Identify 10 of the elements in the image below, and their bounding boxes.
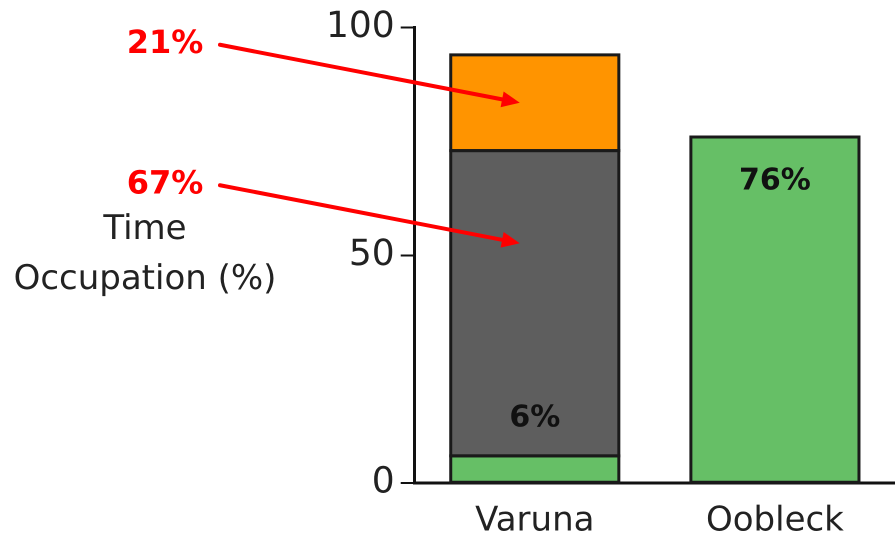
x-tick-label: Oobleck — [706, 499, 844, 540]
text: 21% — [126, 23, 204, 62]
x-tick-label: Varuna — [475, 499, 594, 540]
y-axis-title: Time Occupation (%) — [14, 208, 276, 298]
text: 67% — [126, 164, 204, 202]
y-tick-label: 0 — [372, 460, 395, 502]
y-tick-label: 50 — [348, 232, 395, 274]
y-tick-label: 100 — [326, 4, 395, 46]
data-label: 6% — [509, 400, 560, 435]
data-label: 76% — [739, 162, 811, 198]
